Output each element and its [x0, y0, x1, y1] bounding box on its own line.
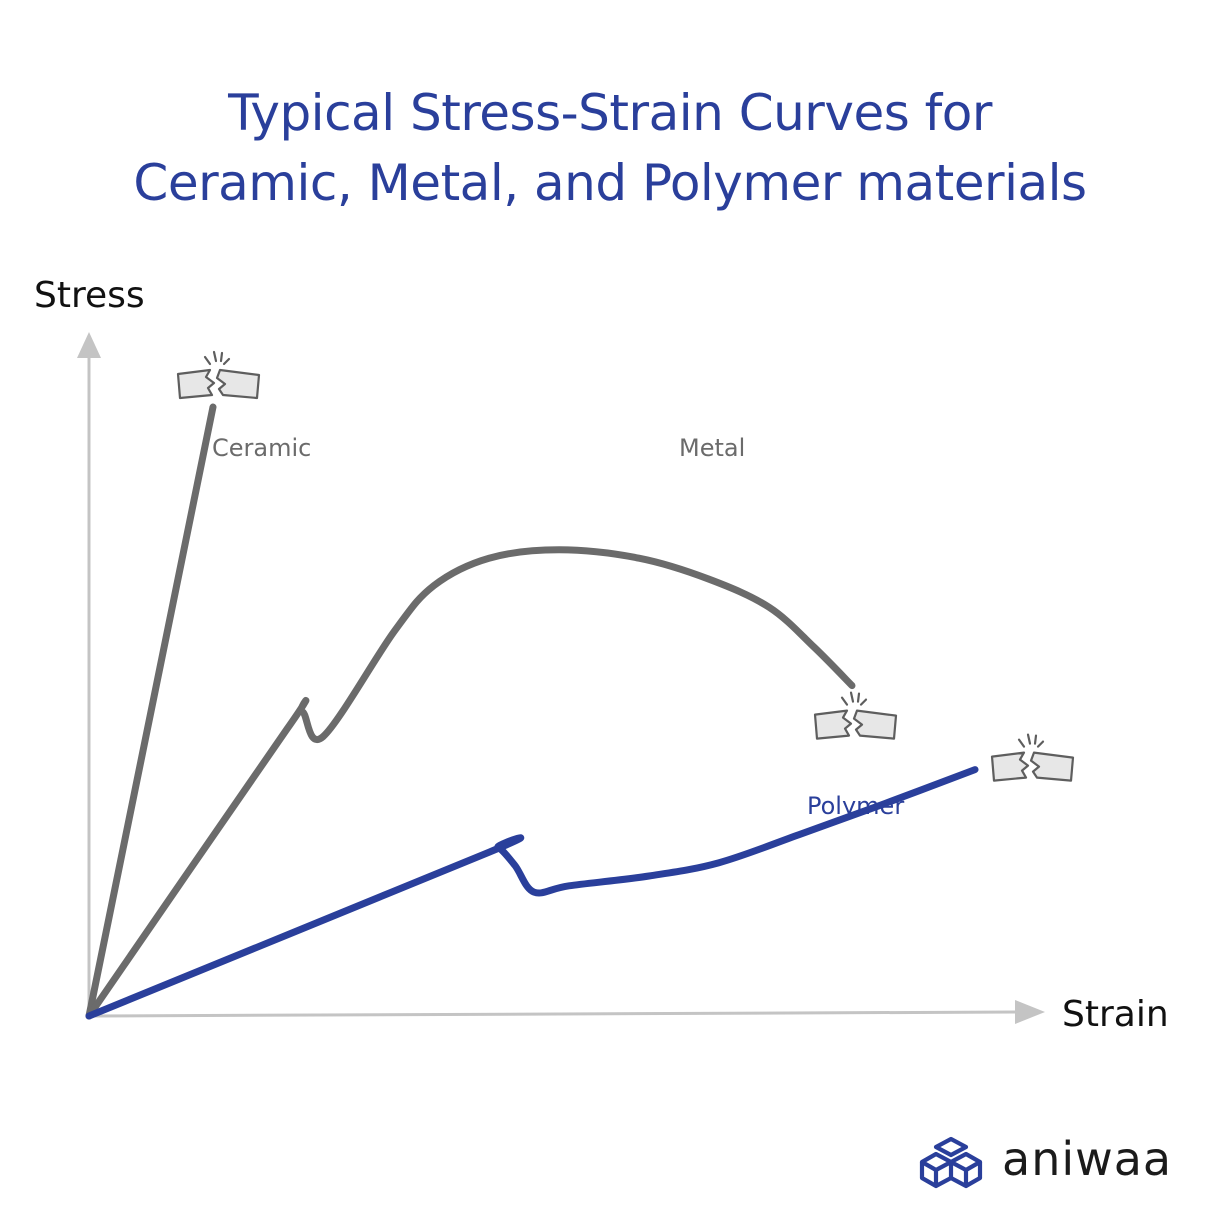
- isometric-cubes-icon: [919, 1136, 983, 1189]
- x-axis-label: Strain: [1062, 994, 1169, 1035]
- brand-logo: aniwaa: [914, 1128, 1194, 1192]
- ceramic-label: Ceramic: [212, 434, 311, 462]
- x-axis-arrow: [1015, 1000, 1045, 1024]
- metal-label: Metal: [679, 434, 745, 462]
- brand-wordmark: aniwaa: [1002, 1132, 1173, 1186]
- fracture-markers: [176, 350, 1075, 782]
- chart-title-line-1: Typical Stress-Strain Curves for: [228, 84, 992, 142]
- polymer-curve: [85, 766, 979, 1020]
- polymer-fracture-icon: [990, 733, 1075, 782]
- ceramic-fracture-icon: [176, 350, 261, 400]
- metal-fracture-icon: [813, 691, 898, 740]
- y-axis-label: Stress: [34, 275, 145, 316]
- chart-title: Typical Stress-Strain Curves for Ceramic…: [0, 78, 1220, 218]
- y-axis: [77, 332, 101, 1016]
- x-axis: [88, 1000, 1045, 1024]
- y-axis-arrow: [77, 332, 101, 358]
- series-layer: [85, 403, 979, 1020]
- chart-title-line-2: Ceramic, Metal, and Polymer materials: [133, 154, 1087, 212]
- series-labels: Ceramic Metal Polymer: [212, 434, 904, 820]
- x-axis-line: [88, 1010, 1021, 1018]
- ceramic-curve: [85, 403, 217, 1020]
- polymer-label: Polymer: [807, 792, 904, 820]
- metal-curve: [85, 546, 856, 1020]
